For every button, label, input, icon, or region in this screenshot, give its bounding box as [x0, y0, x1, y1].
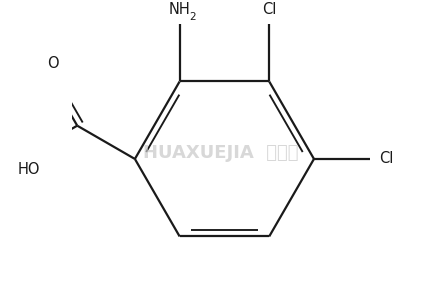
Text: O: O [47, 56, 59, 71]
Text: 2: 2 [190, 12, 196, 22]
Text: NH: NH [169, 2, 191, 17]
Text: HO: HO [18, 162, 40, 177]
Text: Cl: Cl [262, 2, 276, 17]
Text: Cl: Cl [379, 151, 394, 166]
Text: HUAXUEJIA  化学加: HUAXUEJIA 化学加 [143, 144, 299, 162]
